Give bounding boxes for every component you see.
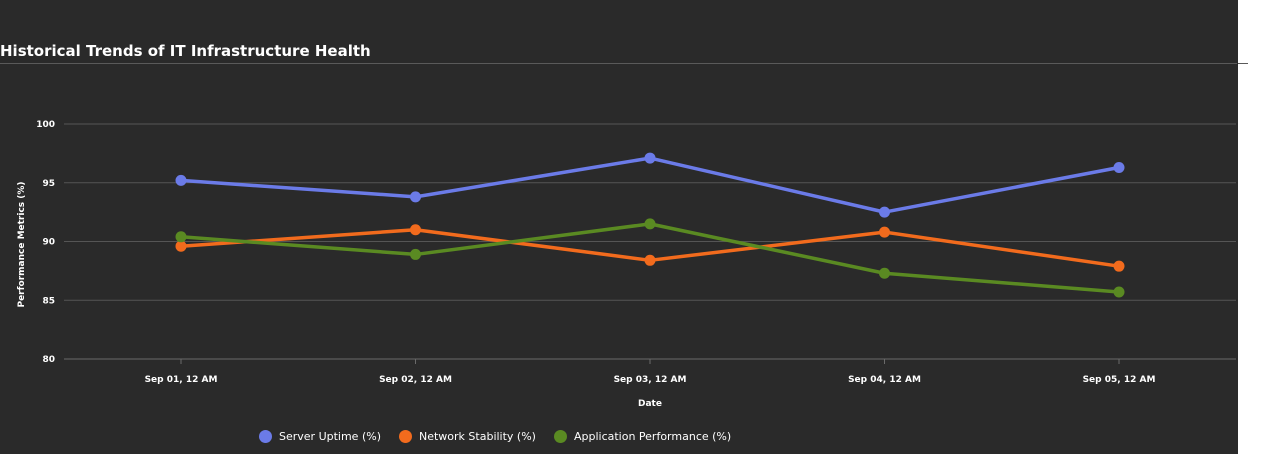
x-tick-label: Sep 04, 12 AM [848,375,921,385]
x-axis-title: Date [638,399,662,409]
data-point [644,152,656,164]
x-axis-ticks: Sep 01, 12 AM Sep 02, 12 AM Sep 03, 12 AM S… [145,359,1156,385]
data-point [879,267,890,279]
y-tick-label: 95 [42,179,55,189]
y-tick-label: 85 [42,296,55,306]
title-divider [0,63,1237,64]
data-point [1113,260,1125,272]
data-point [879,226,890,238]
x-tick-label: Sep 02, 12 AM [379,375,452,385]
data-point [410,248,421,260]
data-point [175,174,187,186]
data-point [1113,161,1125,173]
chart-panel: Historical Trends of IT Infrastructure H… [0,0,1238,454]
y-axis-ticks: 80 85 90 95 100 [36,120,55,365]
legend-item[interactable]: Application Performance (%) [553,430,732,443]
legend-marker-icon [399,430,412,443]
series-lines [175,152,1125,298]
legend-item[interactable]: Network Stability (%) [399,430,536,443]
data-point [879,206,890,218]
data-point [175,240,187,252]
x-tick-label: Sep 05, 12 AM [1083,375,1156,385]
legend-marker-icon [553,430,567,443]
data-point [410,191,421,203]
legend-label: Server Uptime (%) [279,430,381,443]
y-tick-label: 90 [42,238,55,248]
chart-title: Historical Trends of IT Infrastructure H… [0,42,371,60]
series-2 [175,224,1125,272]
series-1 [175,152,1125,218]
data-point [175,231,187,243]
series-3 [175,218,1125,298]
chart-legend: Server Uptime (%) Network Stability (%) Ap… [259,430,731,443]
x-tick-label: Sep 03, 12 AM [614,375,687,385]
y-tick-label: 100 [36,120,55,130]
legend-item[interactable]: Server Uptime (%) [259,430,381,443]
y-tick-label: 80 [42,355,55,365]
legend-label: Network Stability (%) [419,430,536,443]
data-point [1113,286,1125,298]
legend-label: Application Performance (%) [573,430,732,443]
series-line [179,156,1121,214]
x-tick-label: Sep 01, 12 AM [145,375,218,385]
legend-marker-icon [259,430,272,443]
data-point [644,218,656,230]
data-point [410,224,421,236]
y-axis-title: Performance Metrics (%) [17,181,27,307]
data-point [644,254,656,266]
title-divider-extension [1238,63,1248,64]
